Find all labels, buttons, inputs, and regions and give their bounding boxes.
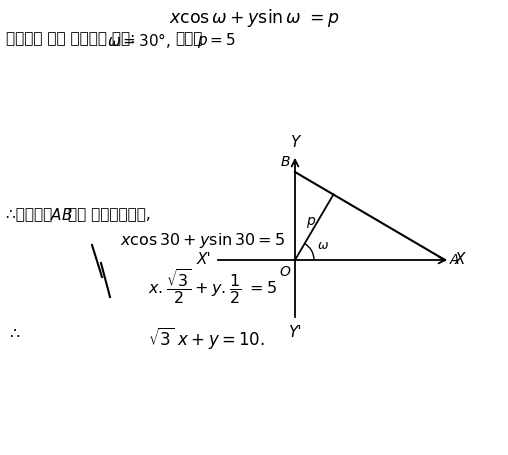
Text: का समीकरण,: का समीकरण, bbox=[68, 207, 151, 222]
Text: तथा: तथा bbox=[175, 31, 202, 46]
Text: $x.\dfrac{\sqrt{3}}{2} + y.\dfrac{1}{2}\ = 5$: $x.\dfrac{\sqrt{3}}{2} + y.\dfrac{1}{2}\… bbox=[148, 267, 277, 306]
Text: $x\cos 30 + y\sin 30 = 5$: $x\cos 30 + y\sin 30 = 5$ bbox=[120, 231, 285, 250]
Text: $\therefore$: $\therefore$ bbox=[6, 325, 20, 340]
Text: $p = 5$: $p = 5$ bbox=[197, 31, 236, 50]
Text: $p$: $p$ bbox=[306, 215, 316, 230]
Text: यहाँ पर दिया है:: यहाँ पर दिया है: bbox=[6, 31, 135, 46]
Text: A: A bbox=[450, 253, 460, 267]
Text: $\omega = 30°,$: $\omega = 30°,$ bbox=[107, 31, 171, 50]
Text: O: O bbox=[279, 265, 290, 279]
Text: ∴रेखा: ∴रेखा bbox=[6, 207, 57, 222]
Text: $\sqrt{3}\ x + y = 10.$: $\sqrt{3}\ x + y = 10.$ bbox=[148, 325, 265, 351]
Text: $AB$: $AB$ bbox=[50, 207, 73, 223]
Text: $\omega$: $\omega$ bbox=[317, 239, 329, 252]
Text: X': X' bbox=[196, 253, 211, 268]
Text: Y': Y' bbox=[288, 325, 302, 340]
Text: B: B bbox=[280, 155, 290, 169]
Text: Y: Y bbox=[290, 135, 300, 150]
Text: $x\cos\omega + y\sin\omega\ = p$: $x\cos\omega + y\sin\omega\ = p$ bbox=[169, 7, 339, 29]
Text: X: X bbox=[455, 253, 465, 268]
